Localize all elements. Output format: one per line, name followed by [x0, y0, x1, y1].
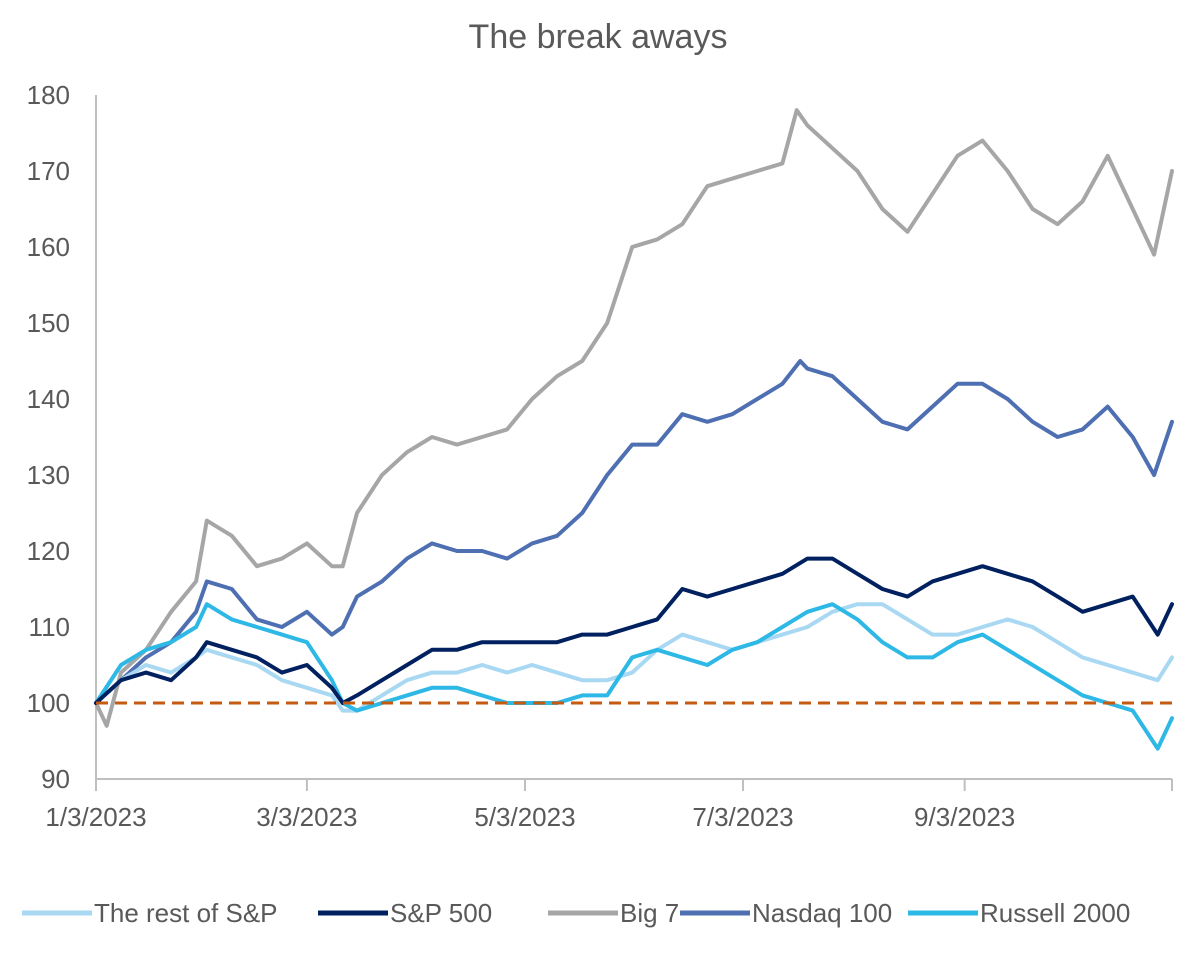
x-tick-label: 3/3/2023: [256, 802, 357, 832]
y-tick-label: 120: [27, 536, 70, 566]
x-axis-ticks: 1/3/2023 3/3/2023 5/3/2023 7/3/2023 9/3/2023: [45, 779, 1173, 832]
legend-label: The rest of S&P: [94, 898, 278, 928]
y-tick-label: 140: [27, 384, 70, 414]
chart-title: The break aways: [469, 18, 728, 56]
y-tick-label: 170: [27, 156, 70, 186]
y-tick-label: 180: [27, 80, 70, 110]
series-line-s-p-500: [94, 556, 1174, 705]
y-tick-label: 110: [29, 612, 70, 642]
legend-label: Nasdaq 100: [752, 898, 892, 928]
series-line-russell-2000: [94, 602, 1174, 751]
legend-label: Big 7: [620, 898, 679, 928]
y-tick-label: 160: [27, 232, 70, 262]
legend: The rest of S&P S&P 500 Big 7 Nasdaq 100 Rus…: [22, 898, 1130, 928]
x-tick-label: 1/3/2023: [45, 802, 146, 832]
y-tick-label: 100: [27, 688, 70, 718]
y-tick-label: 150: [27, 308, 70, 338]
y-axis-ticks: 90 100 110 120 130 140 150 160 170 180: [27, 80, 70, 794]
x-tick-label: 7/3/2023: [692, 802, 793, 832]
x-tick-label: 5/3/2023: [474, 802, 575, 832]
series-line-big-7: [94, 108, 1174, 728]
legend-label: S&P 500: [390, 898, 492, 928]
legend-label: Russell 2000: [980, 898, 1130, 928]
series-line-nasdaq-100: [94, 359, 1174, 705]
x-tick-label: 9/3/2023: [914, 802, 1015, 832]
y-tick-label: 90: [41, 764, 70, 794]
series-layer: [94, 108, 1174, 751]
y-tick-label: 130: [27, 460, 70, 490]
